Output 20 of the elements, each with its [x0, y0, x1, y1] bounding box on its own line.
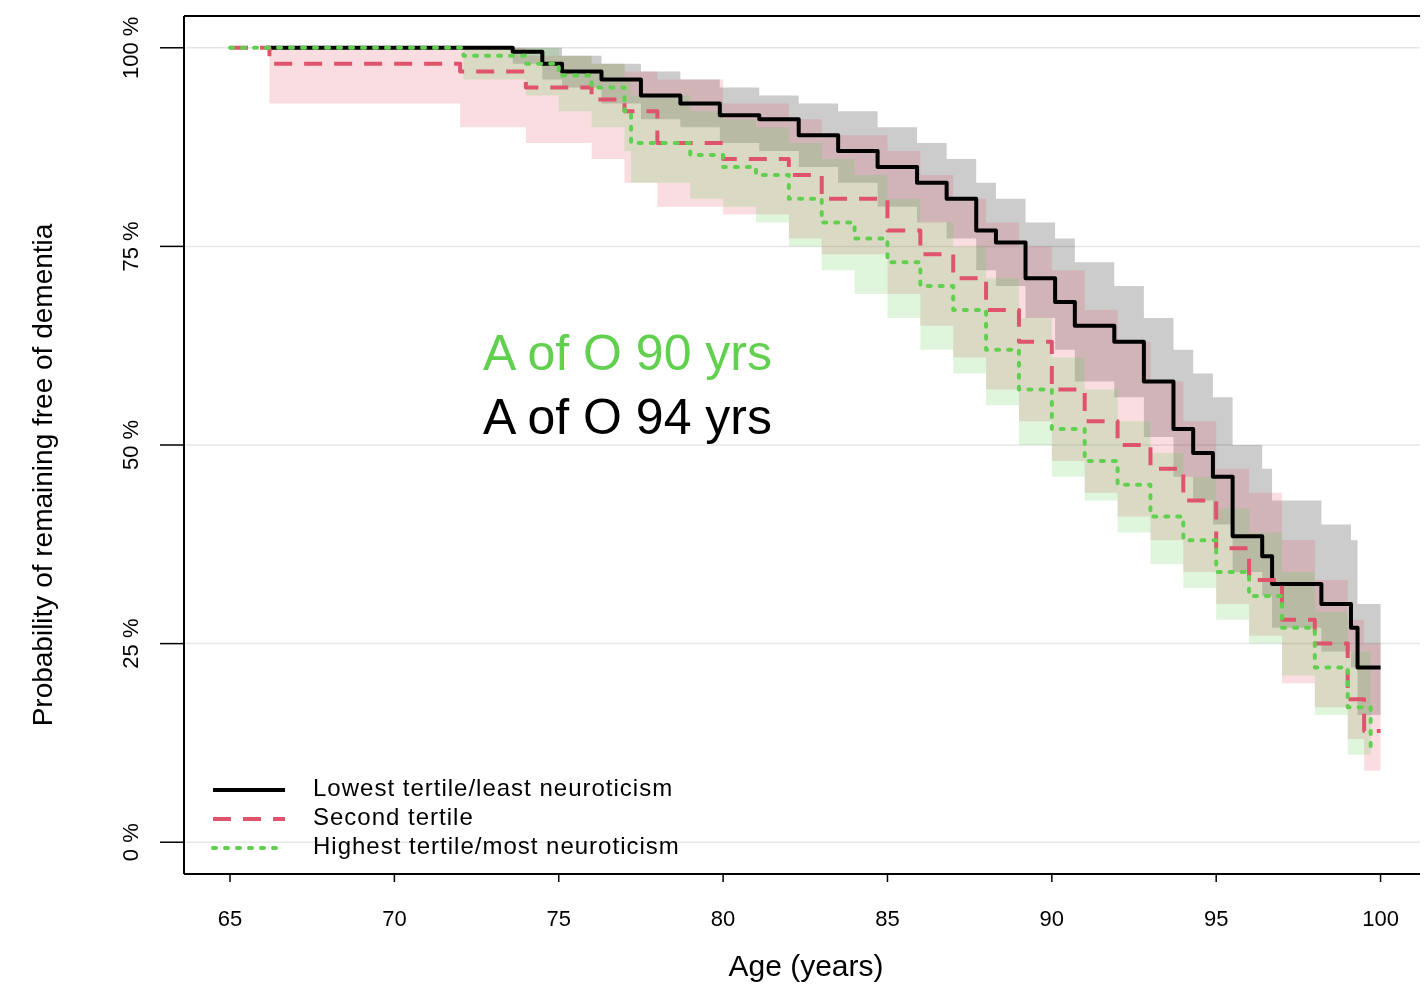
x-tick-label: 65: [217, 906, 243, 931]
x-tick-label: 100: [1362, 906, 1399, 931]
annotation: A of O 90 yrs: [483, 325, 773, 381]
annotation: A of O 94 yrs: [483, 389, 773, 445]
x-tick-label: 85: [875, 906, 900, 931]
x-tick-label: 90: [1039, 906, 1065, 931]
y-tick-label: 100 %: [117, 16, 143, 79]
x-tick-label: 70: [382, 906, 407, 931]
legend-label: Lowest tertile/least neuroticism: [313, 774, 674, 802]
x-tick-label: 80: [710, 906, 736, 931]
y-tick-label: 0 %: [117, 823, 143, 862]
y-tick-label: 75 %: [117, 221, 143, 272]
x-axis-title: Age (years): [728, 949, 884, 982]
y-axis-title: Probability of remaining free of dementia: [27, 223, 58, 727]
legend-label: Second tertile: [313, 803, 474, 831]
x-tick-label: 95: [1203, 906, 1229, 931]
y-tick-label: 50 %: [117, 419, 143, 471]
legend-label: Highest tertile/most neuroticism: [313, 832, 680, 860]
x-tick-label: 75: [546, 906, 571, 931]
y-tick-label: 25 %: [117, 618, 143, 669]
